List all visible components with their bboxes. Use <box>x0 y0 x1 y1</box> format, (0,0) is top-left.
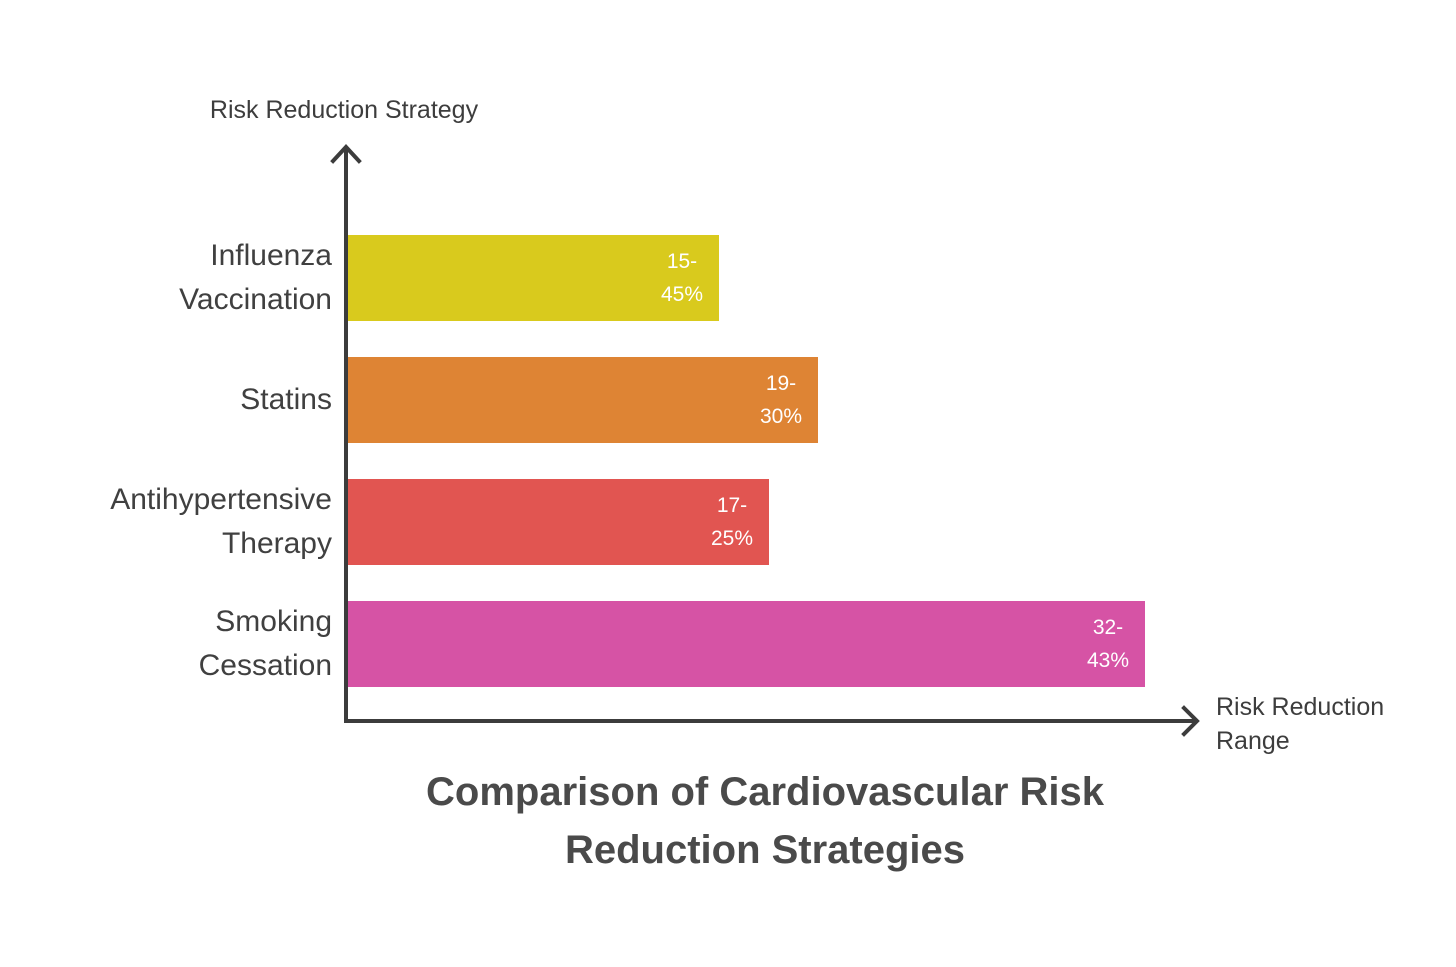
bar-value-label: 15- 45% <box>660 250 704 306</box>
category-label: Smoking Cessation <box>198 605 332 682</box>
bar-value-label: 19- 30% <box>759 372 803 428</box>
category-label: Antihypertensive Therapy <box>110 483 332 560</box>
x-axis-title: Risk Reduction Range <box>1216 690 1384 758</box>
chart-title: Comparison of Cardiovascular Risk Reduct… <box>385 763 1145 879</box>
category-label: Influenza Vaccination <box>179 239 332 316</box>
x-axis-title-line: Risk Reduction <box>1216 693 1385 721</box>
bar: 15- 45% <box>348 235 719 321</box>
chart-title-line: Comparison of Cardiovascular Risk <box>426 770 1104 814</box>
x-axis-title-line: Range <box>1216 727 1290 755</box>
chart-title-line: Reduction Strategies <box>564 828 966 872</box>
bar-value-label: 17- 25% <box>710 494 754 550</box>
y-axis-arrowhead-icon <box>330 144 362 164</box>
bar: 32- 43% <box>348 601 1145 687</box>
y-axis-title: Risk Reduction Strategy <box>209 96 479 124</box>
bar-value-label: 32- 43% <box>1086 616 1130 672</box>
category-label: Statins <box>240 383 332 416</box>
bar: 17- 25% <box>348 479 769 565</box>
bar: 19- 30% <box>348 357 818 443</box>
x-axis-arrowhead-icon <box>1181 705 1200 737</box>
